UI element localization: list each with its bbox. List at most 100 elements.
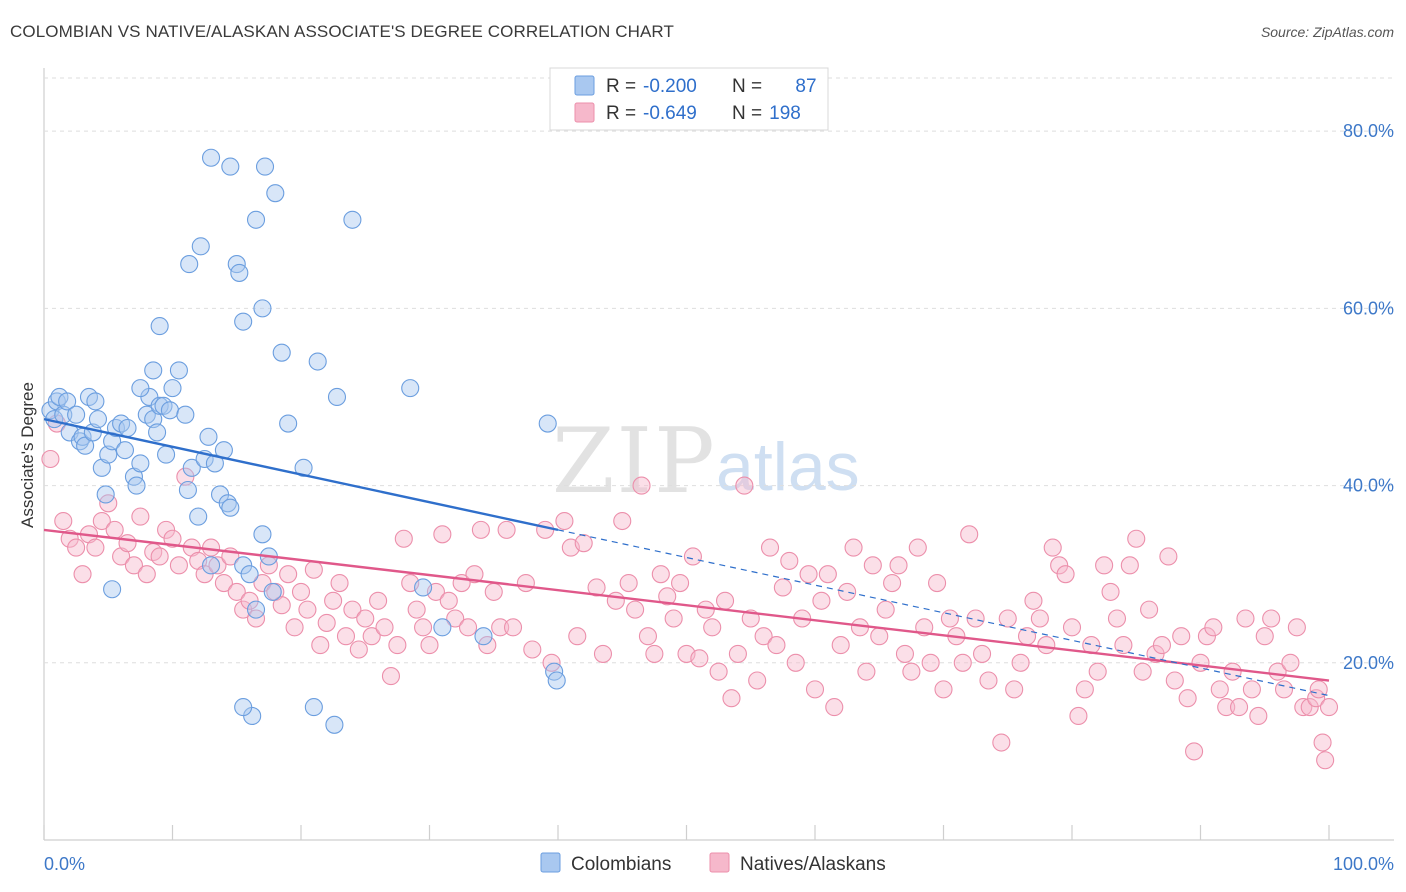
natives-point [208, 556, 227, 575]
natives-point [516, 573, 535, 593]
natives-point [497, 520, 516, 539]
y-tick-labels: 20.0% 40.0% 60.0% 80.0% [1343, 121, 1394, 673]
natives-point [1043, 538, 1062, 557]
natives-point [658, 587, 677, 606]
natives-point [587, 578, 606, 597]
legend-swatch-natives [574, 102, 595, 123]
natives-point [446, 609, 465, 628]
natives-point [812, 591, 831, 610]
natives-point [1255, 627, 1274, 646]
natives-point [439, 591, 458, 610]
colombians-point [76, 436, 95, 455]
colombians-point [178, 480, 197, 500]
natives-point [767, 636, 786, 655]
natives-point [748, 671, 767, 690]
natives-point [92, 511, 111, 531]
natives-point [889, 556, 908, 575]
natives-point [831, 636, 850, 655]
chart-title: COLOMBIAN VS NATIVE/ALASKAN ASSOCIATE'S … [10, 22, 674, 41]
natives-point [1294, 698, 1313, 717]
natives-point [825, 698, 844, 717]
natives-point [407, 600, 426, 619]
natives-point [651, 565, 670, 584]
natives-point [484, 582, 503, 601]
natives-point [478, 636, 497, 655]
natives-point [163, 529, 182, 548]
natives-point [1178, 689, 1197, 708]
natives-point [279, 565, 298, 584]
colombians-point [304, 698, 323, 717]
y-tick-label: 20.0% [1343, 653, 1394, 673]
colombians-point [294, 458, 313, 477]
natives-point [1030, 609, 1049, 628]
legend-r-label-1: R = [606, 76, 636, 97]
colombians-point [202, 148, 221, 167]
colombians-point [221, 157, 240, 176]
natives-point [1120, 556, 1139, 575]
natives-point [613, 511, 632, 531]
natives-point [857, 662, 876, 681]
natives-point [458, 618, 478, 637]
natives-point [137, 565, 156, 584]
natives-point [1217, 698, 1236, 717]
colombians-point [246, 600, 266, 619]
natives-point [272, 596, 291, 615]
natives-point [388, 636, 407, 655]
natives-point [1037, 636, 1056, 655]
natives-point [1249, 706, 1268, 726]
colombians-point [401, 379, 420, 398]
colombians-point [144, 361, 163, 380]
natives-point [1313, 733, 1332, 752]
colombians-point [131, 454, 150, 473]
colombians-point [272, 343, 291, 362]
natives-point [394, 529, 413, 548]
natives-point [1319, 698, 1339, 717]
natives-point [934, 680, 953, 699]
natives-point [433, 525, 452, 544]
natives-point [54, 511, 73, 531]
natives-point [966, 609, 985, 628]
natives-point [343, 600, 362, 619]
natives-point [214, 573, 233, 593]
colombians-point [343, 210, 362, 229]
trend-lines [43, 417, 1330, 697]
colombians-point [234, 312, 253, 331]
natives-point [908, 538, 927, 557]
natives-point [921, 653, 940, 672]
natives-point [773, 578, 792, 597]
natives-point [1242, 680, 1261, 699]
natives-point [870, 627, 889, 646]
colombians-point [253, 525, 272, 544]
natives-point [632, 476, 651, 495]
natives-point [818, 565, 837, 584]
natives-point [1069, 706, 1088, 726]
legend-n-label-2: N = [732, 103, 762, 124]
natives-point [330, 573, 349, 593]
natives-point [1056, 565, 1075, 584]
natives-point [895, 644, 915, 663]
natives-point [1185, 742, 1204, 761]
natives-point [1262, 609, 1281, 628]
natives-point [523, 640, 542, 659]
natives-point [1236, 609, 1255, 628]
natives-point [1152, 636, 1171, 655]
natives-point [369, 591, 388, 610]
natives-point [568, 627, 587, 646]
natives-point [998, 609, 1017, 628]
colombians-point [118, 418, 137, 438]
natives-point [1197, 627, 1216, 646]
bottom-legend-label-natives: Natives/Alaskans [740, 854, 886, 875]
bottom-legend-swatch-colombians [540, 852, 561, 873]
natives-point [1101, 582, 1120, 601]
natives-point [285, 618, 304, 637]
natives-point [555, 511, 574, 531]
natives-point [1159, 547, 1178, 566]
natives-point [619, 573, 638, 593]
colombians-point [547, 671, 566, 690]
natives-point [491, 618, 510, 637]
natives-point [1114, 636, 1133, 655]
natives-point [1024, 591, 1043, 610]
natives-point [324, 591, 343, 610]
legend-r-label-2: R = [606, 103, 636, 124]
